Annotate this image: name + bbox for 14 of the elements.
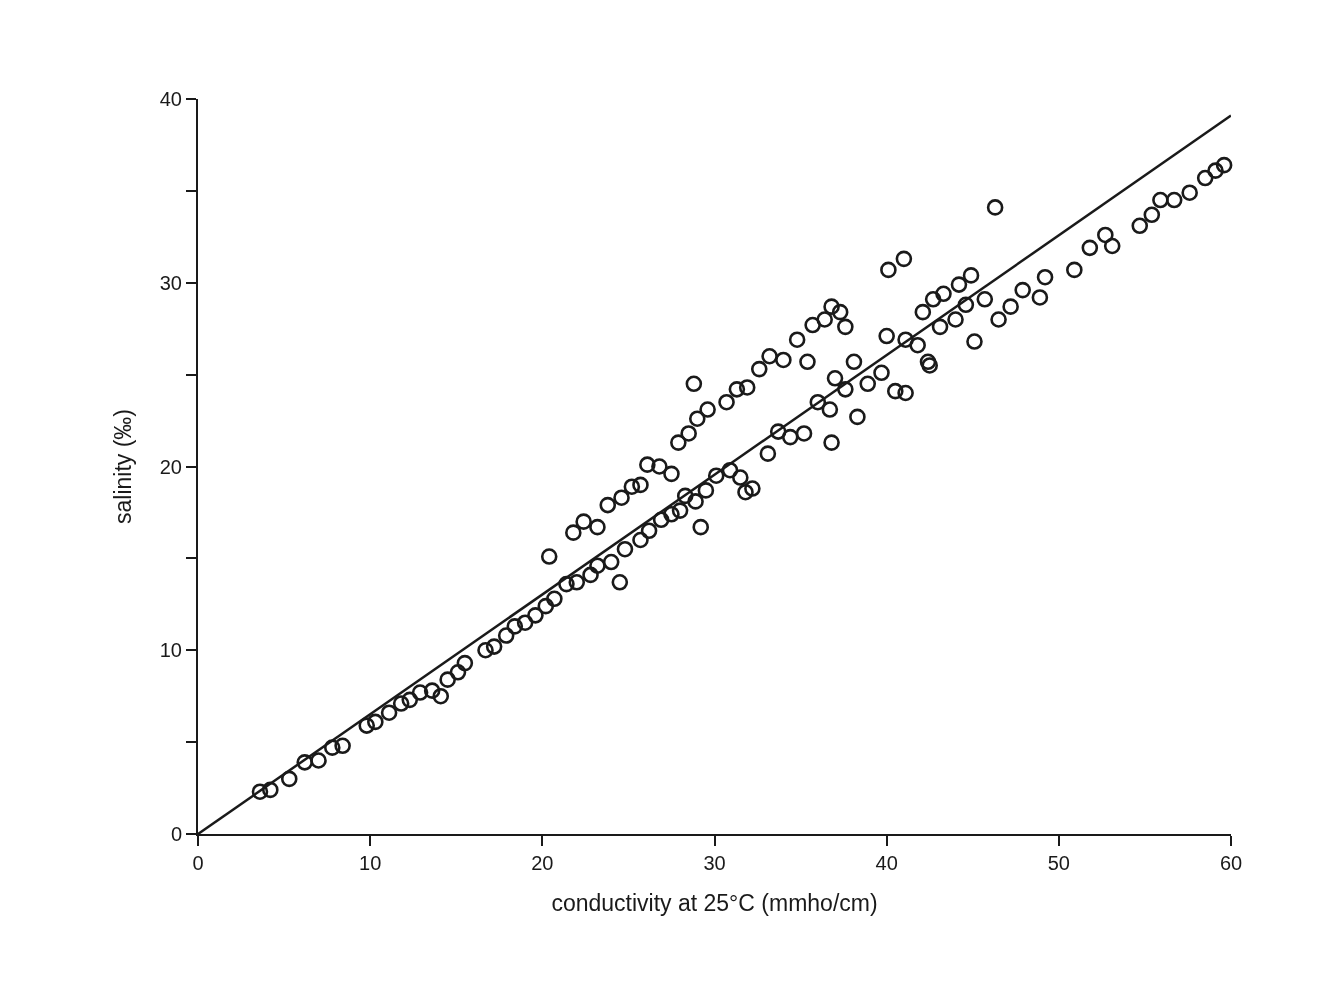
x-axis-title: conductivity at 25°C (mmho/cm) [551, 890, 878, 917]
x-tick-label: 60 [1219, 852, 1243, 874]
y-tick-label: 10 [159, 639, 182, 662]
y-tick-label: 40 [159, 88, 182, 110]
x-tick-label: 50 [1047, 852, 1070, 874]
x-tick-label: 30 [703, 852, 726, 874]
y-tick-label: 30 [159, 271, 182, 294]
y-tick-label: 20 [159, 455, 182, 478]
x-tick-label: 20 [531, 852, 554, 874]
x-tick-label: 10 [359, 852, 382, 874]
y-tick-label: 0 [170, 823, 182, 845]
x-tick-label: 40 [875, 852, 898, 874]
x-tick-label: 0 [192, 852, 204, 874]
y-axis-title: salinity (‰) [109, 408, 136, 525]
